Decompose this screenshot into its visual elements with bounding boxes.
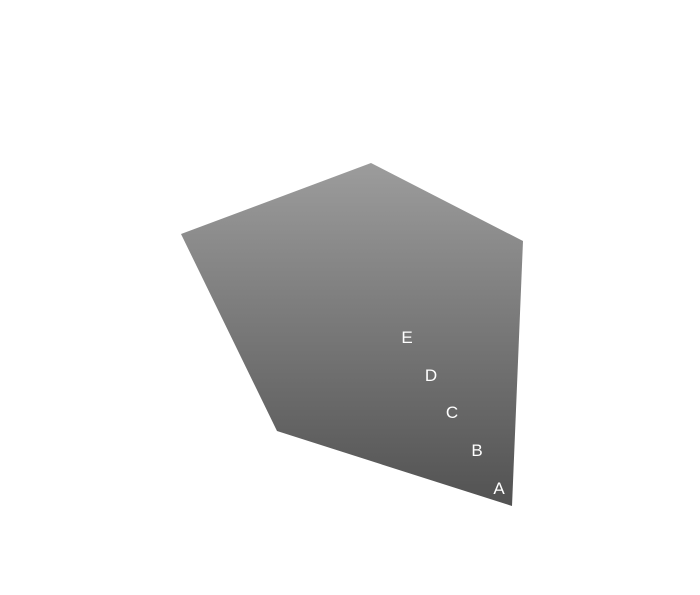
label-d: D — [425, 366, 437, 385]
label-a: A — [493, 479, 505, 498]
pentagon-shape — [181, 163, 523, 506]
label-c: C — [446, 403, 458, 422]
label-b: B — [471, 441, 482, 460]
label-e: E — [401, 328, 412, 347]
